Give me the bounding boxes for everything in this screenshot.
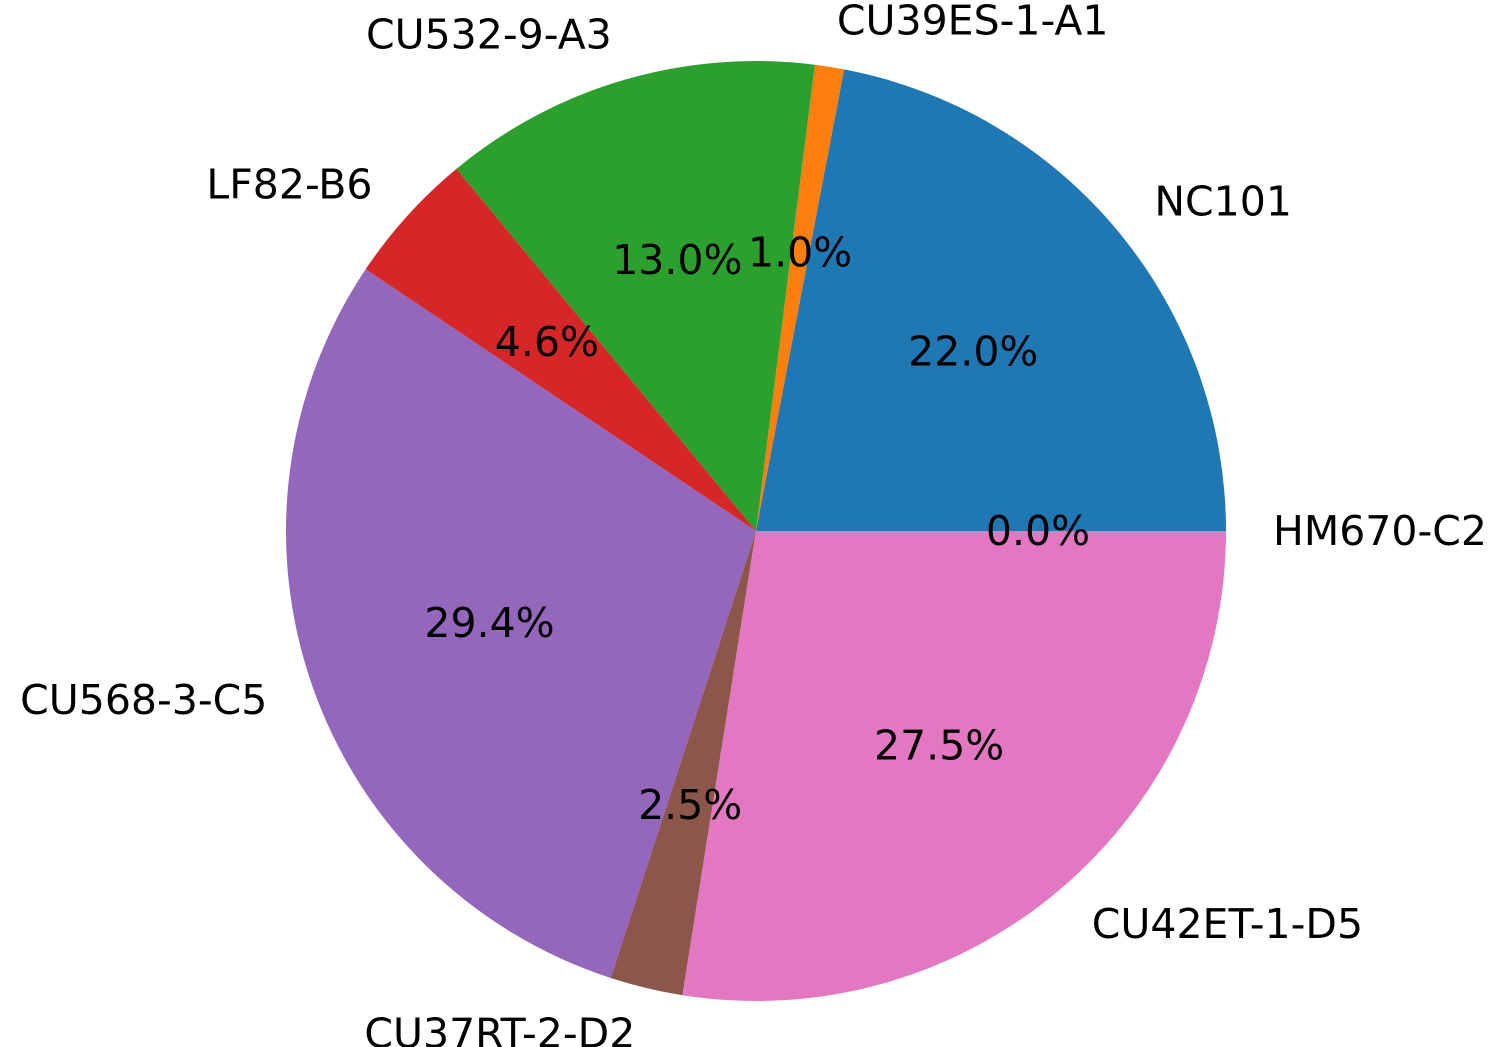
pie-slice-cu568-3-c5 xyxy=(285,269,756,978)
pie-category-label-cu39es-1-a1: CU39ES-1-A1 xyxy=(837,0,1109,44)
pie-percent-label-hm670-c2: 0.0% xyxy=(986,507,1090,555)
pie-slice-cu42et-1-d5 xyxy=(682,531,1226,1001)
pie-percent-label-cu532-9-a3: 13.0% xyxy=(612,236,742,284)
pie-slice-lf82-b6 xyxy=(365,168,756,532)
pie-category-label-cu37rt-2-d2: CU37RT-2-D2 xyxy=(364,1010,635,1047)
pie-percent-label-cu568-3-c5: 29.4% xyxy=(424,599,554,647)
pie-slices xyxy=(285,61,1226,1001)
pie-percent-label-cu37rt-2-d2: 2.5% xyxy=(638,781,742,829)
pie-percent-label-cu39es-1-a1: 1.0% xyxy=(748,228,852,276)
pie-category-label-cu42et-1-d5: CU42ET-1-D5 xyxy=(1092,900,1363,948)
pie-slice-cu39es-1-a1 xyxy=(756,64,845,532)
pie-category-label-hm670-c2: HM670-C2 xyxy=(1273,507,1487,555)
pie-percent-label-cu42et-1-d5: 27.5% xyxy=(874,721,1004,769)
pie-slice-nc101 xyxy=(756,69,1226,531)
pie-category-label-nc101: NC101 xyxy=(1154,177,1292,225)
pie-category-label-cu532-9-a3: CU532-9-A3 xyxy=(366,11,612,59)
pie-percent-label-lf82-b6: 4.6% xyxy=(495,318,599,366)
pie-category-label-cu568-3-c5: CU568-3-C5 xyxy=(20,676,267,724)
pie-category-label-lf82-b6: LF82-B6 xyxy=(206,160,372,208)
pie-labels: 22.0% NC101 1.0% CU39ES-1-A1 13.0% CU532-9-A3… xyxy=(20,0,1487,1047)
pie-slice-cu532-9-a3 xyxy=(456,61,815,531)
pie-percent-label-nc101: 22.0% xyxy=(908,327,1038,375)
pie-slice-cu37rt-2-d2 xyxy=(610,531,756,996)
